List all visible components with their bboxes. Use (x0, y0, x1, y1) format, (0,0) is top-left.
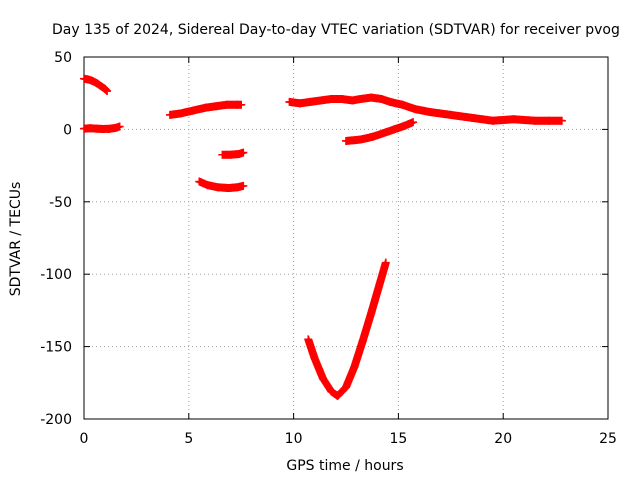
x-tick-label: 5 (184, 431, 193, 447)
series-arc-4 (218, 148, 248, 159)
series-arc-2 (80, 122, 124, 133)
x-axis-label: GPS time / hours (286, 458, 403, 474)
data-point (557, 116, 566, 125)
data-point (381, 258, 390, 267)
y-tick-label: -150 (40, 340, 72, 356)
data-marks (80, 74, 566, 400)
series-arc-6 (285, 94, 365, 108)
x-tick-label: 20 (494, 431, 512, 447)
series-arc-8 (342, 118, 418, 145)
data-point (409, 118, 418, 127)
x-tick-label: 15 (389, 431, 407, 447)
y-tick-label: 50 (54, 50, 72, 66)
y-tick-label: -200 (40, 412, 72, 428)
y-tick-label: -50 (49, 195, 72, 211)
y-tick-label: 0 (63, 122, 72, 138)
series-arc-7 (356, 93, 566, 125)
series-arc-5 (195, 177, 248, 193)
plot-frame (83, 56, 609, 420)
series-arc-1 (80, 74, 112, 96)
chart-title: Day 135 of 2024, Sidereal Day-to-day VTE… (52, 22, 620, 38)
axis-ticks: 0 5 10 15 20 25 -200 -150 -100 -50 0 50 (40, 50, 617, 447)
data-point (237, 100, 246, 109)
y-axis-label: SDTVAR / TECUs (8, 182, 24, 297)
x-tick-label: 0 (80, 431, 89, 447)
data-point (115, 122, 124, 131)
series-arc-3 (165, 100, 246, 119)
x-tick-label: 10 (285, 431, 303, 447)
data-point (103, 87, 112, 96)
gridlines (84, 57, 608, 419)
data-point (239, 181, 248, 190)
series-arc-9 (304, 258, 390, 400)
data-point (239, 148, 248, 157)
x-tick-label: 25 (599, 431, 617, 447)
y-tick-label: -100 (40, 267, 72, 283)
